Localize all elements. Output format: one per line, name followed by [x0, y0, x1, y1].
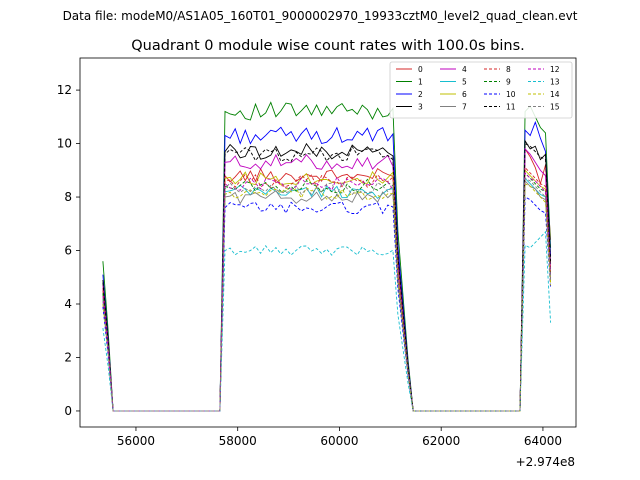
suptitle: Data file: modeM0/AS1A05_160T01_90000029… — [63, 9, 578, 23]
series-line-5 — [102, 177, 552, 412]
x-tick-label: 58000 — [219, 434, 257, 448]
series-line-10 — [102, 196, 552, 412]
y-tick-label: 12 — [57, 83, 72, 97]
series-line-11 — [102, 142, 552, 412]
series-line-8 — [102, 166, 552, 412]
y-tick-label: 6 — [64, 244, 72, 258]
legend-label-15: 15 — [550, 103, 560, 112]
y-tick-label: 8 — [64, 190, 72, 204]
legend-label-14: 14 — [550, 90, 560, 99]
y-tick-label: 10 — [57, 137, 72, 151]
y-axis: 0 2 4 6 8 10 12 — [57, 83, 80, 418]
legend-label-12: 12 — [550, 65, 560, 74]
legend-label-8: 8 — [506, 65, 511, 74]
x-tick-label: 64000 — [524, 434, 562, 448]
legend-label-3: 3 — [418, 103, 423, 112]
legend-label-6: 6 — [462, 90, 467, 99]
series-line-15 — [102, 177, 552, 412]
legend-label-5: 5 — [462, 78, 467, 87]
chart-title: Quadrant 0 module wise count rates with … — [131, 38, 525, 54]
legend-label-11: 11 — [506, 103, 516, 112]
y-tick-label: 0 — [64, 404, 72, 418]
series-line-12 — [102, 171, 552, 412]
y-tick-label: 4 — [64, 297, 72, 311]
legend-label-7: 7 — [462, 103, 467, 112]
legend-label-4: 4 — [462, 65, 467, 74]
y-tick-label: 2 — [64, 350, 72, 364]
x-tick-label: 60000 — [320, 434, 358, 448]
legend-label-9: 9 — [506, 78, 511, 87]
series-line-6 — [102, 169, 552, 412]
legend-label-10: 10 — [506, 90, 516, 99]
series-line-3 — [102, 139, 552, 412]
series-line-7 — [102, 179, 552, 412]
series-line-2 — [102, 120, 552, 412]
series-line-13 — [102, 230, 552, 412]
legend-label-1: 1 — [418, 78, 423, 87]
legend-label-0: 0 — [418, 65, 423, 74]
x-tick-label: 62000 — [422, 434, 460, 448]
x-axis: 56000 58000 60000 62000 64000 — [117, 427, 562, 448]
x-offset-label: +2.974e8 — [516, 455, 575, 469]
legend-box — [389, 61, 573, 119]
legend-label-13: 13 — [550, 78, 560, 87]
series-line-9 — [102, 171, 552, 412]
x-tick-label: 56000 — [117, 434, 155, 448]
series-line-1 — [102, 101, 552, 412]
series-line-14 — [102, 182, 552, 412]
plot-series-group — [102, 101, 552, 412]
legend-label-2: 2 — [418, 90, 423, 99]
axes-frame — [79, 57, 577, 428]
